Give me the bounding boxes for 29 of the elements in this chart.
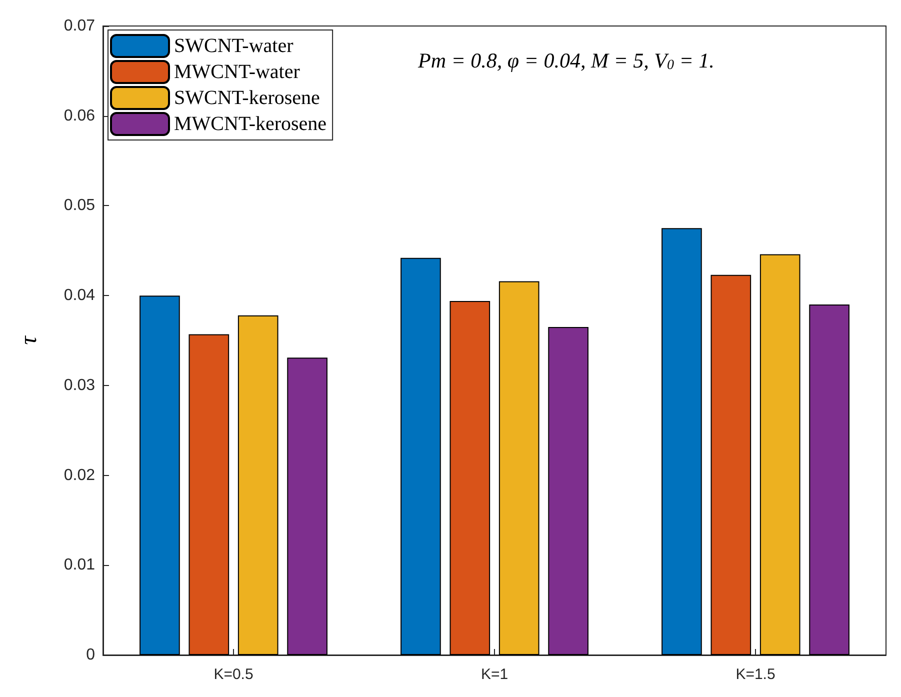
x-tick-label: K=1 bbox=[480, 666, 508, 683]
bar bbox=[662, 228, 702, 655]
legend-label: MWCNT-kerosene bbox=[174, 113, 327, 135]
bar bbox=[760, 254, 800, 655]
legend-label: SWCNT-kerosene bbox=[174, 87, 320, 109]
bar bbox=[498, 281, 540, 655]
bar bbox=[188, 334, 230, 655]
y-tick-label: 0.05 bbox=[64, 197, 96, 214]
bar bbox=[140, 296, 180, 655]
bar bbox=[809, 304, 850, 655]
x-tick-label: K=1.5 bbox=[736, 666, 776, 683]
bar bbox=[287, 358, 328, 655]
x-tick-label: K=0.5 bbox=[214, 666, 254, 683]
y-tick-label: 0.02 bbox=[64, 466, 96, 484]
legend-label: SWCNT-water bbox=[174, 35, 294, 57]
y-tick-label: 0 bbox=[86, 646, 96, 664]
y-tick-label: 0.06 bbox=[64, 107, 96, 124]
bar bbox=[400, 258, 441, 655]
y-tick-label: 0.07 bbox=[64, 18, 96, 34]
y-tick-label: 0.01 bbox=[64, 556, 96, 574]
bar bbox=[450, 300, 490, 655]
annotation: Pm = 0.8, φ = 0.04, M = 5, V0 = 1. bbox=[417, 48, 714, 73]
bar bbox=[238, 315, 278, 655]
legend-label: MWCNT-water bbox=[174, 61, 300, 83]
y-tick-label: 0.04 bbox=[64, 287, 96, 304]
bar bbox=[710, 274, 752, 655]
bar bbox=[548, 327, 588, 655]
y-tick-label: 0.03 bbox=[64, 376, 96, 394]
y-axis-title: τ bbox=[16, 334, 42, 345]
